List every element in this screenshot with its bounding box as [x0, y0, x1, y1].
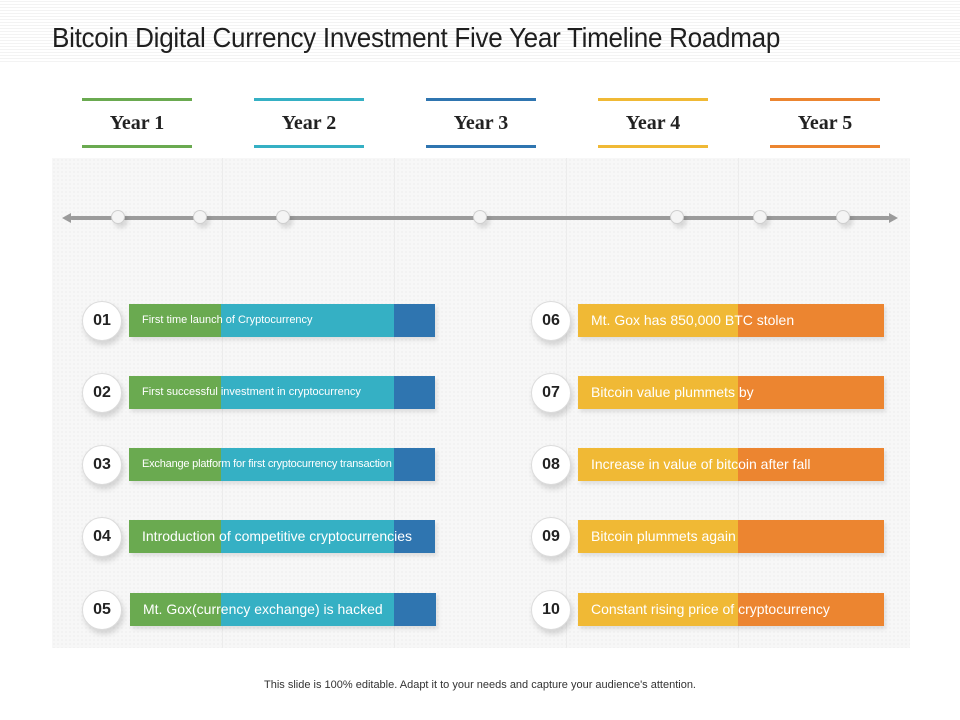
year-header-1: Year 1	[82, 98, 192, 148]
year-header-3: Year 3	[426, 98, 536, 148]
milestone-number-06: 06	[531, 301, 571, 341]
timeline-dot	[836, 210, 850, 224]
timeline-dot	[111, 210, 125, 224]
milestone-text: Exchange platform for first cryptocurren…	[142, 458, 392, 470]
milestone-text: Bitcoin value plummets by	[591, 384, 754, 400]
timeline-dot	[753, 210, 767, 224]
milestone-bar-02: First successful investment in cryptocur…	[129, 376, 435, 409]
milestone-number-10: 10	[531, 590, 571, 630]
timeline-dot	[670, 210, 684, 224]
arrow-left-icon	[62, 213, 71, 223]
milestone-number-01: 01	[82, 301, 122, 341]
timeline-dot	[276, 210, 290, 224]
milestone-text: Increase in value of bitcoin after fall	[591, 456, 811, 472]
milestone-text: First successful investment in cryptocur…	[142, 386, 361, 398]
milestone-number-05: 05	[82, 590, 122, 630]
milestone-bar-06: Mt. Gox has 850,000 BTC stolen	[578, 304, 884, 337]
milestone-number-04: 04	[82, 517, 122, 557]
milestone-bar-09: Bitcoin plummets again	[578, 520, 884, 553]
header-band	[0, 0, 960, 62]
milestone-bar-03: Exchange platform for first cryptocurren…	[129, 448, 435, 481]
milestone-bar-05: Mt. Gox(currency exchange) is hacked	[130, 593, 436, 626]
page-title: Bitcoin Digital Currency Investment Five…	[52, 22, 781, 53]
milestone-text: First time launch of Cryptocurrency	[142, 314, 313, 326]
timeline-dot	[473, 210, 487, 224]
milestone-bar-10: Constant rising price of cryptocurrency	[578, 593, 884, 626]
year-header-2: Year 2	[254, 98, 364, 148]
timeline-dot	[193, 210, 207, 224]
milestone-text: Mt. Gox(currency exchange) is hacked	[143, 601, 383, 617]
milestone-bar-07: Bitcoin value plummets by	[578, 376, 884, 409]
year-header-5: Year 5	[770, 98, 880, 148]
year-header-4: Year 4	[598, 98, 708, 148]
milestone-number-07: 07	[531, 373, 571, 413]
milestone-text: Mt. Gox has 850,000 BTC stolen	[591, 312, 795, 328]
arrow-right-icon	[889, 213, 898, 223]
milestone-number-03: 03	[82, 445, 122, 485]
milestone-bar-08: Increase in value of bitcoin after fall	[578, 448, 884, 481]
milestone-bar-04: Introduction of competitive cryptocurren…	[129, 520, 435, 553]
milestone-text: Introduction of competitive cryptocurren…	[142, 528, 413, 544]
milestone-number-09: 09	[531, 517, 571, 557]
milestone-text: Constant rising price of cryptocurrency	[591, 601, 830, 617]
milestone-bar-01: First time launch of Cryptocurrency	[129, 304, 435, 337]
milestone-text: Bitcoin plummets again	[591, 528, 736, 544]
milestone-number-08: 08	[531, 445, 571, 485]
footer-note: This slide is 100% editable. Adapt it to…	[264, 679, 696, 691]
milestone-number-02: 02	[82, 373, 122, 413]
